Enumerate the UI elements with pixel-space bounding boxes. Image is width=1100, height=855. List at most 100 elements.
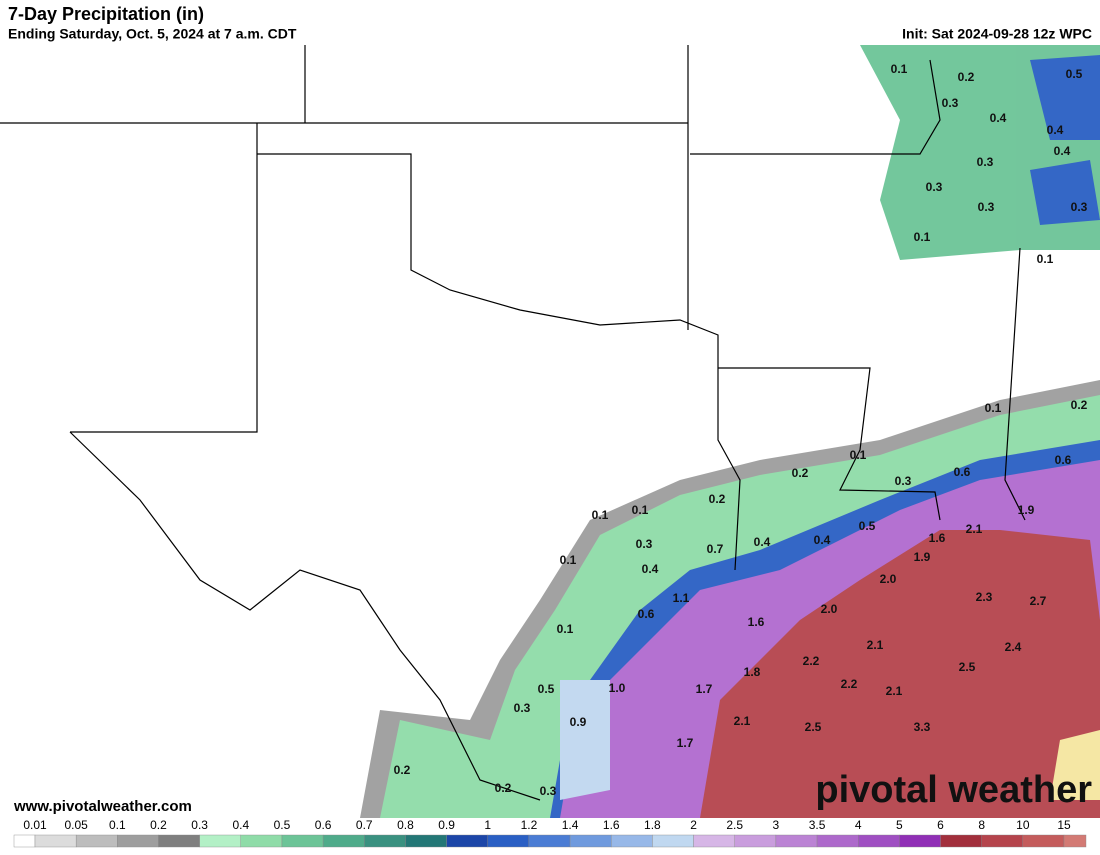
map-label: 0.2	[792, 466, 809, 480]
precip-area	[1030, 55, 1100, 225]
colorbar-label: 15	[1057, 818, 1071, 832]
map-label: 0.3	[942, 96, 959, 110]
colorbar-swatch	[75, 834, 118, 848]
colorbar-label: 10	[1016, 818, 1030, 832]
colorbar-label: 0.01	[23, 818, 47, 832]
colorbar-label: 0.5	[274, 818, 291, 832]
title: 7-Day Precipitation (in)	[8, 4, 204, 24]
colorbar-label: 2	[690, 818, 697, 832]
colorbar: 0.01 0.05 0.1 0.2 0.3 0.4 0.5 0.6 0.7 0.8 0.9 1 1.2 1…	[13, 818, 1087, 848]
colorbar-label: 0.3	[191, 818, 208, 832]
header-band	[0, 0, 1100, 45]
map-label: 1.7	[677, 736, 694, 750]
precip-area	[560, 680, 610, 800]
map-label: 0.1	[914, 230, 931, 244]
map-label: 0.2	[958, 70, 975, 84]
website: www.pivotalweather.com	[13, 798, 192, 815]
map-label: 0.3	[1071, 200, 1088, 214]
colorbar-label: 0.6	[315, 818, 332, 832]
map-label: 0.4	[1054, 144, 1071, 158]
colorbar-label: 0.2	[150, 818, 167, 832]
colorbar-label: 0.7	[356, 818, 373, 832]
colorbar-swatch	[199, 834, 241, 848]
map-label: 2.7	[1030, 594, 1047, 608]
map-label: 0.4	[642, 562, 659, 576]
colorbar-swatch	[611, 834, 653, 848]
colorbar-swatch	[775, 834, 818, 848]
colorbar-label: 0.1	[109, 818, 126, 832]
colorbar-label: 4	[855, 818, 862, 832]
colorbar-swatch	[13, 834, 36, 848]
colorbar-swatch	[364, 834, 406, 848]
map-label: 1.6	[929, 531, 946, 545]
map-label: 0.4	[754, 535, 771, 549]
colorbar-label: 0.8	[397, 818, 414, 832]
precip-area	[1050, 730, 1100, 800]
map-label: 0.2	[495, 781, 512, 795]
colorbar-swatch	[158, 834, 200, 848]
map-label: 0.1	[557, 622, 574, 636]
subtitle: Ending Saturday, Oct. 5, 2024 at 7 a.m. …	[8, 26, 297, 42]
colorbar-swatch	[405, 834, 447, 848]
map-labels: 0.1 0.2 0.5 0.3 0.4 0.4 0.4 0.3 0.3 0.3 0.3 0.1 0.1 0…	[394, 62, 1088, 798]
map-label: 1.1	[673, 591, 690, 605]
map-label: 1.9	[1018, 503, 1035, 517]
colorbar-swatch	[117, 834, 159, 848]
colorbar-swatch	[446, 834, 488, 848]
colorbar-label: 3.5	[809, 818, 826, 832]
colorbar-label: 8	[978, 818, 985, 832]
map-label: 0.7	[707, 542, 724, 556]
map-label: 1.9	[914, 550, 931, 564]
map-label: 0.1	[632, 503, 649, 517]
colorbar-label: 0.9	[438, 818, 455, 832]
colorbar-label: 1.8	[644, 818, 661, 832]
map-label: 2.3	[976, 590, 993, 604]
precip-area	[700, 530, 1100, 818]
colorbar-swatch	[322, 834, 365, 848]
colorbar-label: 1	[484, 818, 491, 832]
map-label: 2.2	[841, 677, 858, 691]
map-label: 2.2	[803, 654, 820, 668]
map-label: 0.6	[1055, 453, 1072, 467]
colorbar-swatch	[1063, 834, 1087, 848]
colorbar-label: 2.5	[726, 818, 743, 832]
colorbar-swatch	[981, 834, 1024, 848]
map-label: 1.7	[696, 682, 713, 696]
map-label: 2.1	[886, 684, 903, 698]
colorbar-label: 6	[937, 818, 944, 832]
map-label: 0.3	[514, 701, 531, 715]
map-label: 2.1	[966, 522, 983, 536]
map-label: 0.5	[1066, 67, 1083, 81]
map-label: 0.9	[570, 715, 587, 729]
map-label: 2.0	[821, 602, 838, 616]
map-label: 2.5	[805, 720, 822, 734]
map-label: 2.5	[959, 660, 976, 674]
map-label: 1.0	[609, 681, 626, 695]
map-label: 0.5	[538, 682, 555, 696]
map-label: 0.3	[636, 537, 653, 551]
colorbar-swatch	[652, 834, 694, 848]
map-label: 0.3	[540, 784, 557, 798]
map-label: 3.3	[914, 720, 931, 734]
precip-field	[360, 45, 1100, 818]
colorbar-swatch	[940, 834, 982, 848]
colorbar-swatch	[240, 834, 283, 848]
map-label: 0.1	[1037, 252, 1054, 266]
map-label: 0.3	[977, 155, 994, 169]
colorbar-swatch	[693, 834, 735, 848]
colorbar-swatch	[734, 834, 777, 848]
map-label: 0.3	[926, 180, 943, 194]
map-label: 0.1	[891, 62, 908, 76]
colorbar-swatch	[34, 834, 77, 848]
borders	[0, 45, 1026, 801]
map-label: 2.1	[867, 638, 884, 652]
map-label: 0.4	[814, 533, 831, 547]
colorbar-label: 0.4	[232, 818, 249, 832]
colorbar-label: 1.2	[521, 818, 538, 832]
map-label: 0.1	[560, 553, 577, 567]
map-label: 0.2	[1071, 398, 1088, 412]
map-label: 0.1	[592, 508, 609, 522]
init-time: Init: Sat 2024-09-28 12z WPC	[902, 26, 1092, 42]
colorbar-label: 5	[896, 818, 903, 832]
